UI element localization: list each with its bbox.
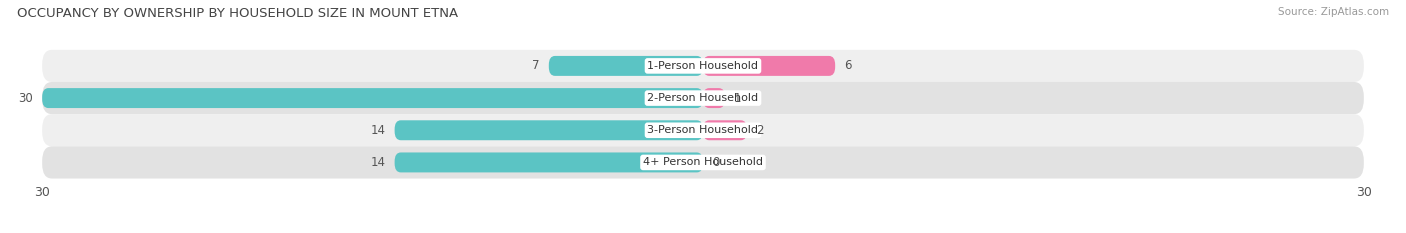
FancyBboxPatch shape <box>42 114 1364 146</box>
Text: 30: 30 <box>18 92 34 105</box>
FancyBboxPatch shape <box>42 146 1364 178</box>
Text: 2-Person Household: 2-Person Household <box>647 93 759 103</box>
Text: 1: 1 <box>734 92 741 105</box>
FancyBboxPatch shape <box>42 82 1364 114</box>
Text: 4+ Person Household: 4+ Person Household <box>643 158 763 168</box>
FancyBboxPatch shape <box>42 50 1364 82</box>
FancyBboxPatch shape <box>395 152 703 172</box>
Text: 7: 7 <box>533 59 540 72</box>
FancyBboxPatch shape <box>703 56 835 76</box>
Text: 6: 6 <box>844 59 852 72</box>
Text: 1-Person Household: 1-Person Household <box>648 61 758 71</box>
Text: 14: 14 <box>371 156 385 169</box>
Text: 14: 14 <box>371 124 385 137</box>
Text: 3-Person Household: 3-Person Household <box>648 125 758 135</box>
FancyBboxPatch shape <box>548 56 703 76</box>
Text: 0: 0 <box>711 156 720 169</box>
FancyBboxPatch shape <box>42 88 703 108</box>
FancyBboxPatch shape <box>703 88 725 108</box>
FancyBboxPatch shape <box>703 120 747 140</box>
Text: 2: 2 <box>756 124 763 137</box>
FancyBboxPatch shape <box>395 120 703 140</box>
Text: OCCUPANCY BY OWNERSHIP BY HOUSEHOLD SIZE IN MOUNT ETNA: OCCUPANCY BY OWNERSHIP BY HOUSEHOLD SIZE… <box>17 7 458 20</box>
Text: Source: ZipAtlas.com: Source: ZipAtlas.com <box>1278 7 1389 17</box>
